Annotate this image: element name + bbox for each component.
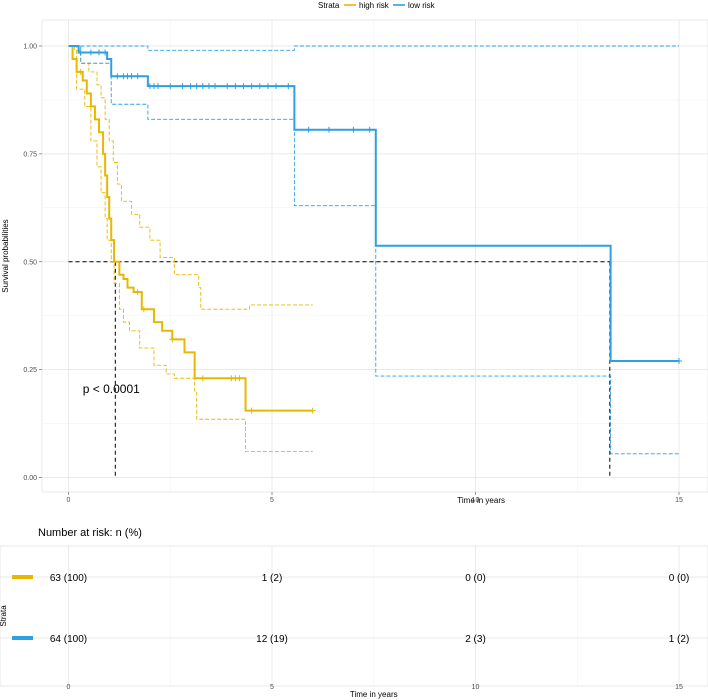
- censor-mark-low-risk-30: [366, 126, 373, 133]
- x-tick-label-10: 10: [472, 497, 480, 504]
- legend-label-high-risk: high risk: [359, 1, 390, 10]
- risk-table-title: Number at risk: n (%): [38, 527, 142, 539]
- risk-table-grid: 0 5 10 15: [0, 545, 708, 691]
- risk-table-panel: [0, 545, 708, 687]
- x-tick-label-5: 5: [270, 497, 274, 504]
- p-value-annotation: p < 0.0001: [83, 382, 140, 396]
- risk-cell-high-risk-t15: 0 (0): [669, 573, 690, 584]
- censor-mark-high-risk-1: [134, 288, 141, 295]
- x-axis-title: Time in years: [457, 496, 505, 505]
- risk-table-cells: 63 (100) 1 (2) 0 (0) 0 (0) 64 (100) 12 (19) 2 …: [12, 573, 689, 645]
- risk-x-tick-label-15: 15: [675, 684, 683, 691]
- risk-table-x-axis-title: Time in years: [350, 690, 398, 699]
- censor-mark-low-risk-29: [350, 126, 357, 133]
- censor-mark-low-risk-22: [248, 83, 255, 90]
- censor-mark-low-risk-8: [134, 73, 141, 80]
- plot-panel: [41, 19, 708, 493]
- ci-lower-high-risk: [68, 45, 313, 453]
- survival-plot: 0 5 10 15 0.00 0.25 0.50 0.75 1.00: [23, 19, 708, 505]
- y-axis-title: Survival probabilities: [1, 219, 10, 292]
- censor-mark-low-risk-15: [193, 83, 200, 90]
- censor-mark-high-risk-0: [77, 68, 84, 75]
- survival-curves: [68, 45, 682, 478]
- censor-mark-high-risk-2: [140, 306, 147, 313]
- censor-mark-low-risk-4: [114, 73, 121, 80]
- risk-cell-low-risk-t0: 64 (100): [50, 634, 87, 645]
- ci-lower-low-risk: [68, 45, 679, 455]
- x-tick-label-0: 0: [67, 497, 71, 504]
- censor-mark-high-risk-8: [248, 407, 255, 414]
- risk-table: 0 5 10 15 63 (100) 1 (2) 0 (0) 0 (0) 64 (100) 12…: [0, 545, 708, 691]
- censor-mark-low-risk-1: [87, 49, 94, 56]
- censor-mark-low-risk-23: [256, 83, 263, 90]
- plot-grid: [41, 19, 708, 493]
- risk-cell-low-risk-t10: 2 (3): [465, 634, 486, 645]
- censor-mark-low-risk-19: [224, 83, 231, 90]
- y-tick-label-0-00: 0.00: [23, 475, 37, 482]
- censor-mark-low-risk-3: [102, 49, 109, 56]
- censor-mark-high-risk-9: [309, 407, 316, 414]
- risk-table-y-axis-title: Strata: [0, 605, 8, 627]
- censor-mark-high-risk-7: [236, 375, 243, 382]
- censor-mark-low-risk-26: [285, 83, 292, 90]
- censor-mark-low-risk-18: [212, 83, 219, 90]
- censor-mark-low-risk-2: [96, 49, 103, 56]
- censor-mark-low-risk-31: [676, 357, 682, 364]
- y-tick-label-0-50: 0.50: [23, 259, 37, 266]
- censor-mark-low-risk-25: [273, 83, 280, 90]
- censor-mark-low-risk-21: [240, 83, 247, 90]
- censor-mark-low-risk-11: [155, 83, 162, 90]
- ci-upper-high-risk: [68, 45, 313, 310]
- legend-title: Strata: [318, 1, 340, 10]
- censor-mark-low-risk-14: [187, 83, 194, 90]
- risk-cell-high-risk-t0: 63 (100): [50, 573, 87, 584]
- y-tick-label-1-00: 1.00: [23, 44, 37, 51]
- censor-mark-low-risk-28: [325, 126, 332, 133]
- censor-mark-low-risk-24: [264, 83, 271, 90]
- censor-mark-low-risk-20: [232, 83, 239, 90]
- risk-x-tick-label-0: 0: [67, 684, 71, 691]
- censor-mark-low-risk-0: [77, 49, 84, 56]
- risk-cell-high-risk-t10: 0 (0): [465, 573, 486, 584]
- legend-label-low-risk: low risk: [408, 1, 436, 10]
- censor-mark-high-risk-4: [199, 375, 206, 382]
- censor-mark-low-risk-7: [128, 73, 135, 80]
- risk-cell-low-risk-t5: 12 (19): [256, 634, 288, 645]
- risk-x-tick-label-10: 10: [472, 684, 480, 691]
- censor-mark-low-risk-17: [205, 83, 212, 90]
- risk-x-tick-label-5: 5: [270, 684, 274, 691]
- censor-mark-low-risk-13: [179, 83, 186, 90]
- censor-mark-high-risk-3: [169, 336, 176, 343]
- legend: Strata high risk low risk: [318, 1, 436, 10]
- y-tick-label-0-25: 0.25: [23, 367, 37, 374]
- censor-mark-low-risk-12: [167, 83, 174, 90]
- plot-axes: 0 5 10 15 0.00 0.25 0.50 0.75 1.00: [23, 44, 683, 505]
- y-tick-label-0-75: 0.75: [23, 151, 37, 158]
- censor-mark-low-risk-27: [305, 126, 312, 133]
- x-tick-label-15: 15: [675, 497, 683, 504]
- risk-cell-high-risk-t5: 1 (2): [262, 573, 283, 584]
- censor-mark-low-risk-16: [199, 83, 206, 90]
- risk-cell-low-risk-t15: 1 (2): [669, 634, 690, 645]
